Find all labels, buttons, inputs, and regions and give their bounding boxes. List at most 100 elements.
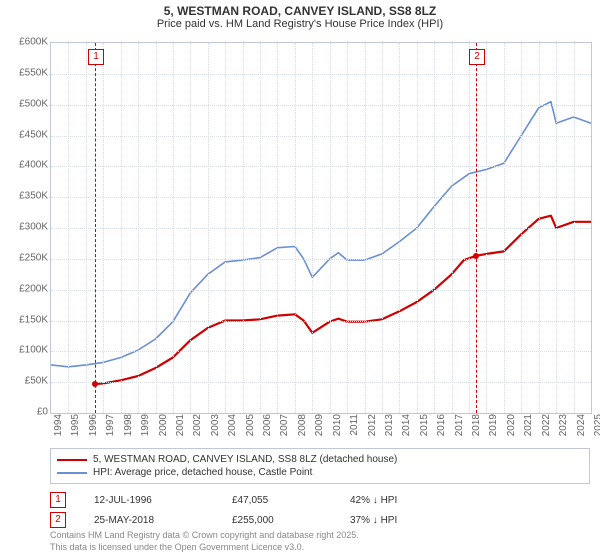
legend-box: 5, WESTMAN ROAD, CANVEY ISLAND, SS8 8LZ … (50, 448, 590, 484)
x-gridline (156, 43, 157, 413)
x-tick-label: 2011 (349, 414, 360, 436)
x-tick-label: 2009 (314, 414, 325, 436)
y-gridline (51, 228, 591, 229)
table-price: £47,055 (232, 495, 322, 506)
x-gridline (452, 43, 453, 413)
legend-label: HPI: Average price, detached house, Cast… (93, 467, 312, 478)
marker-flag: 1 (88, 49, 104, 65)
table-price: £255,000 (232, 515, 322, 526)
table-delta: 37% ↓ HPI (350, 515, 397, 526)
y-tick-label: £600K (19, 37, 48, 48)
x-gridline (399, 43, 400, 413)
x-tick-label: 2003 (210, 414, 221, 436)
x-gridline (260, 43, 261, 413)
legend-swatch (57, 459, 87, 461)
x-tick-label: 2025 (593, 414, 600, 436)
x-tick-label: 2013 (384, 414, 395, 436)
y-tick-label: £500K (19, 98, 48, 109)
legend-item: 5, WESTMAN ROAD, CANVEY ISLAND, SS8 8LZ … (57, 453, 583, 466)
x-gridline (277, 43, 278, 413)
x-tick-label: 2010 (332, 414, 343, 436)
x-tick-label: 2014 (401, 414, 412, 436)
chart-title: 5, WESTMAN ROAD, CANVEY ISLAND, SS8 8LZ (0, 0, 600, 18)
x-gridline (208, 43, 209, 413)
x-tick-label: 1999 (140, 414, 151, 436)
chart-container: 5, WESTMAN ROAD, CANVEY ISLAND, SS8 8LZ … (0, 0, 600, 560)
chart-subtitle: Price paid vs. HM Land Registry's House … (0, 18, 600, 36)
y-tick-label: £250K (19, 252, 48, 263)
table-marker-num: 2 (50, 512, 66, 528)
x-tick-label: 2005 (245, 414, 256, 436)
x-tick-label: 2019 (488, 414, 499, 436)
x-gridline (539, 43, 540, 413)
x-gridline (138, 43, 139, 413)
x-tick-label: 2002 (192, 414, 203, 436)
x-tick-label: 2018 (471, 414, 482, 436)
legend-label: 5, WESTMAN ROAD, CANVEY ISLAND, SS8 8LZ … (93, 454, 397, 465)
x-gridline (103, 43, 104, 413)
x-gridline (556, 43, 557, 413)
x-tick-label: 2004 (227, 414, 238, 436)
x-gridline (382, 43, 383, 413)
x-gridline (486, 43, 487, 413)
x-gridline (121, 43, 122, 413)
y-gridline (51, 259, 591, 260)
x-gridline (417, 43, 418, 413)
y-gridline (51, 166, 591, 167)
y-tick-label: £550K (19, 67, 48, 78)
y-tick-label: £400K (19, 160, 48, 171)
y-gridline (51, 290, 591, 291)
x-tick-label: 2016 (436, 414, 447, 436)
x-tick-label: 2000 (158, 414, 169, 436)
x-gridline (365, 43, 366, 413)
x-tick-label: 2015 (419, 414, 430, 436)
footer-attribution: Contains HM Land Registry data © Crown c… (50, 530, 359, 553)
marker-dot (92, 381, 98, 387)
x-gridline (504, 43, 505, 413)
x-gridline (312, 43, 313, 413)
y-tick-label: £200K (19, 283, 48, 294)
y-gridline (51, 74, 591, 75)
x-gridline (521, 43, 522, 413)
legend-item: HPI: Average price, detached house, Cast… (57, 466, 583, 479)
x-tick-label: 2008 (297, 414, 308, 436)
y-gridline (51, 197, 591, 198)
marker-dot (473, 253, 479, 259)
x-gridline (330, 43, 331, 413)
x-gridline (574, 43, 575, 413)
x-gridline (347, 43, 348, 413)
x-gridline (190, 43, 191, 413)
x-gridline (68, 43, 69, 413)
table-marker-num: 1 (50, 492, 66, 508)
x-tick-label: 2017 (454, 414, 465, 436)
x-tick-label: 1997 (105, 414, 116, 436)
x-gridline (86, 43, 87, 413)
y-gridline (51, 351, 591, 352)
table-row: 112-JUL-1996£47,05542% ↓ HPI (50, 490, 590, 510)
y-tick-label: £0 (37, 407, 48, 418)
x-tick-label: 1996 (88, 414, 99, 436)
y-tick-label: £350K (19, 191, 48, 202)
x-tick-label: 2023 (558, 414, 569, 436)
y-tick-label: £450K (19, 129, 48, 140)
table-date: 25-MAY-2018 (94, 515, 204, 526)
y-tick-label: £150K (19, 314, 48, 325)
x-tick-label: 2006 (262, 414, 273, 436)
table-delta: 42% ↓ HPI (350, 495, 397, 506)
y-gridline (51, 136, 591, 137)
footer-line2: This data is licensed under the Open Gov… (50, 542, 359, 554)
y-gridline (51, 382, 591, 383)
x-tick-label: 2012 (367, 414, 378, 436)
footer-line1: Contains HM Land Registry data © Crown c… (50, 530, 359, 542)
x-tick-label: 2024 (576, 414, 587, 436)
x-tick-label: 2022 (541, 414, 552, 436)
x-gridline (469, 43, 470, 413)
y-tick-label: £50K (25, 376, 48, 387)
plot-area: 12 (50, 42, 592, 414)
x-gridline (295, 43, 296, 413)
y-gridline (51, 321, 591, 322)
x-tick-label: 2001 (175, 414, 186, 436)
x-tick-label: 2021 (523, 414, 534, 436)
marker-flag: 2 (469, 49, 485, 65)
x-tick-label: 2007 (279, 414, 290, 436)
